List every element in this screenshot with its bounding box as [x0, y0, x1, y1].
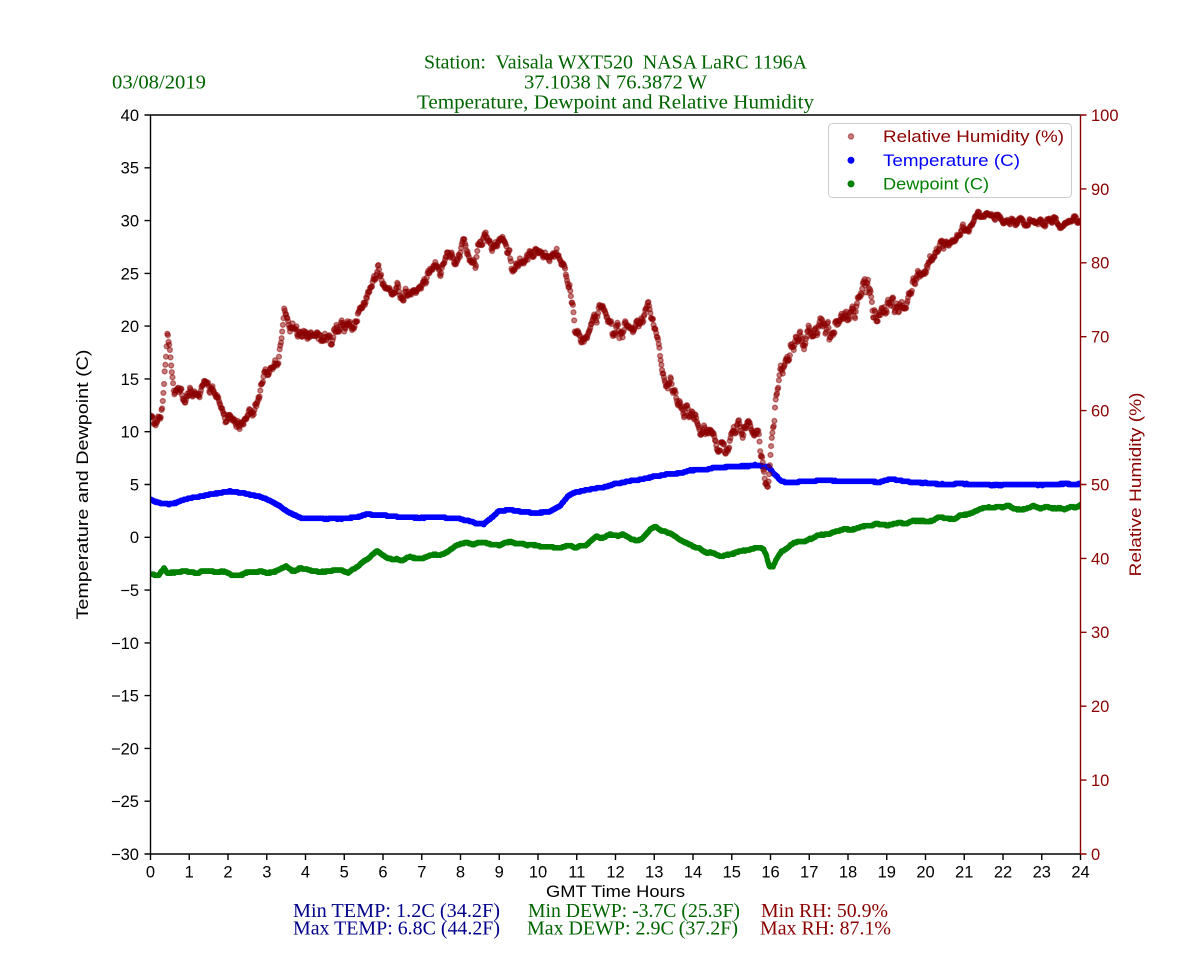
svg-text:Temperature (C): Temperature (C)	[883, 152, 1020, 170]
svg-text:20: 20	[121, 318, 139, 336]
svg-text:03/08/2019: 03/08/2019	[112, 72, 206, 94]
svg-text:Dewpoint (C): Dewpoint (C)	[883, 176, 989, 194]
svg-text:80: 80	[1091, 255, 1109, 273]
svg-text:−25: −25	[111, 793, 139, 811]
svg-text:40: 40	[1091, 550, 1109, 568]
svg-text:15: 15	[723, 864, 741, 882]
svg-text:25: 25	[121, 265, 139, 283]
svg-text:Max TEMP: 6.8C (44.2F): Max TEMP: 6.8C (44.2F)	[293, 918, 500, 940]
svg-text:22: 22	[994, 864, 1012, 882]
svg-text:13: 13	[645, 864, 663, 882]
svg-text:Temperature and Dewpoint (C): Temperature and Dewpoint (C)	[74, 350, 92, 620]
svg-text:4: 4	[301, 864, 310, 882]
svg-text:10: 10	[1091, 772, 1109, 790]
svg-text:3: 3	[262, 864, 271, 882]
svg-text:90: 90	[1091, 181, 1109, 199]
svg-text:19: 19	[878, 864, 896, 882]
svg-text:Max DEWP: 2.9C (37.2F): Max DEWP: 2.9C (37.2F)	[527, 918, 738, 940]
svg-text:20: 20	[1091, 698, 1109, 716]
svg-text:37.1038 N 76.3872 W: 37.1038 N 76.3872 W	[524, 72, 707, 94]
svg-text:50: 50	[1091, 476, 1109, 494]
svg-text:30: 30	[1091, 624, 1109, 642]
svg-text:21: 21	[955, 864, 973, 882]
svg-text:23: 23	[1033, 864, 1051, 882]
svg-text:GMT Time Hours: GMT Time Hours	[546, 883, 685, 901]
svg-text:0: 0	[1091, 846, 1100, 864]
svg-text:30: 30	[121, 213, 139, 231]
svg-text:10: 10	[121, 424, 139, 442]
svg-text:70: 70	[1091, 329, 1109, 347]
svg-text:−30: −30	[111, 846, 139, 864]
svg-text:Relative Humidity (%): Relative Humidity (%)	[1127, 393, 1145, 577]
svg-text:Min DEWP: -3.7C (25.3F): Min DEWP: -3.7C (25.3F)	[528, 900, 740, 922]
svg-text:15: 15	[121, 371, 139, 389]
svg-text:5: 5	[130, 476, 139, 494]
svg-text:8: 8	[456, 864, 465, 882]
svg-text:Station: Vaisala WXT520 NASA: Station: Vaisala WXT520 NASA LaRC 1196A	[424, 52, 808, 74]
svg-text:Min TEMP: 1.2C (34.2F): Min TEMP: 1.2C (34.2F)	[293, 900, 500, 922]
svg-text:0: 0	[146, 864, 155, 882]
svg-text:12: 12	[606, 864, 624, 882]
svg-text:Max RH: 87.1%: Max RH: 87.1%	[760, 918, 891, 940]
svg-text:2: 2	[223, 864, 232, 882]
svg-text:−20: −20	[111, 740, 139, 758]
svg-text:100: 100	[1091, 107, 1119, 125]
svg-text:18: 18	[839, 864, 857, 882]
svg-text:0: 0	[130, 529, 139, 547]
svg-text:24: 24	[1071, 864, 1089, 882]
svg-text:40: 40	[121, 107, 139, 125]
svg-text:35: 35	[121, 160, 139, 178]
svg-text:7: 7	[417, 864, 426, 882]
svg-text:6: 6	[378, 864, 387, 882]
svg-text:Relative Humidity (%): Relative Humidity (%)	[883, 128, 1064, 146]
svg-text:20: 20	[916, 864, 934, 882]
svg-text:10: 10	[529, 864, 547, 882]
svg-text:Min RH: 50.9%: Min RH: 50.9%	[761, 900, 888, 922]
svg-text:Temperature, Dewpoint and Rela: Temperature, Dewpoint and Relative Humid…	[417, 92, 814, 114]
svg-text:−10: −10	[111, 635, 139, 653]
svg-text:1: 1	[185, 864, 194, 882]
svg-text:14: 14	[684, 864, 702, 882]
svg-text:16: 16	[761, 864, 779, 882]
svg-text:60: 60	[1091, 403, 1109, 421]
svg-text:−5: −5	[120, 582, 139, 600]
svg-text:9: 9	[495, 864, 504, 882]
svg-text:17: 17	[800, 864, 818, 882]
svg-text:−15: −15	[111, 688, 139, 706]
svg-text:11: 11	[568, 864, 585, 882]
svg-text:5: 5	[340, 864, 349, 882]
